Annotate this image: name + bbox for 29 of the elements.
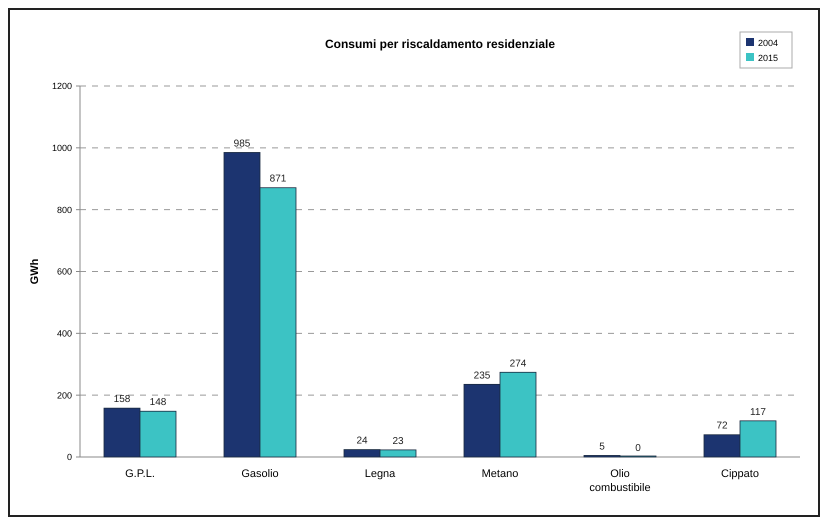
y-tick-label: 0	[66, 452, 72, 462]
legend-label: 2004	[758, 38, 778, 48]
x-tick-label: Gasolio	[241, 468, 279, 480]
y-tick-label: 1200	[52, 81, 72, 92]
x-tick-label: Legna	[364, 468, 396, 480]
y-tick-label: 1000	[52, 142, 72, 153]
data-label: 24	[356, 436, 368, 447]
data-label: 985	[234, 138, 251, 150]
y-tick-label: 800	[56, 204, 72, 215]
data-label: 274	[510, 358, 527, 370]
data-label: 5	[599, 441, 606, 452]
legend-label: 2015	[758, 53, 778, 63]
data-label: 871	[270, 174, 287, 185]
data-label: 23	[392, 436, 404, 447]
x-tick-label: G.P.L.	[125, 468, 155, 480]
data-label: 158	[114, 394, 131, 406]
data-label: 235	[474, 370, 491, 382]
x-tick-label: Metano	[482, 468, 518, 480]
y-tick-label: 600	[56, 266, 72, 277]
x-tick-label: Olio combustibile	[589, 468, 651, 494]
x-tick-label: Cippato	[721, 468, 759, 480]
data-label: 72	[716, 420, 728, 432]
data-label: 117	[750, 406, 766, 418]
y-tick-label: 400	[56, 328, 72, 338]
chart-title: Consumi per riscaldamento residenziale	[324, 37, 556, 51]
y-axis-title: GWh	[29, 258, 41, 284]
data-label: 0	[635, 443, 642, 454]
data-label: 148	[150, 397, 167, 408]
y-tick-label: 200	[56, 390, 72, 400]
